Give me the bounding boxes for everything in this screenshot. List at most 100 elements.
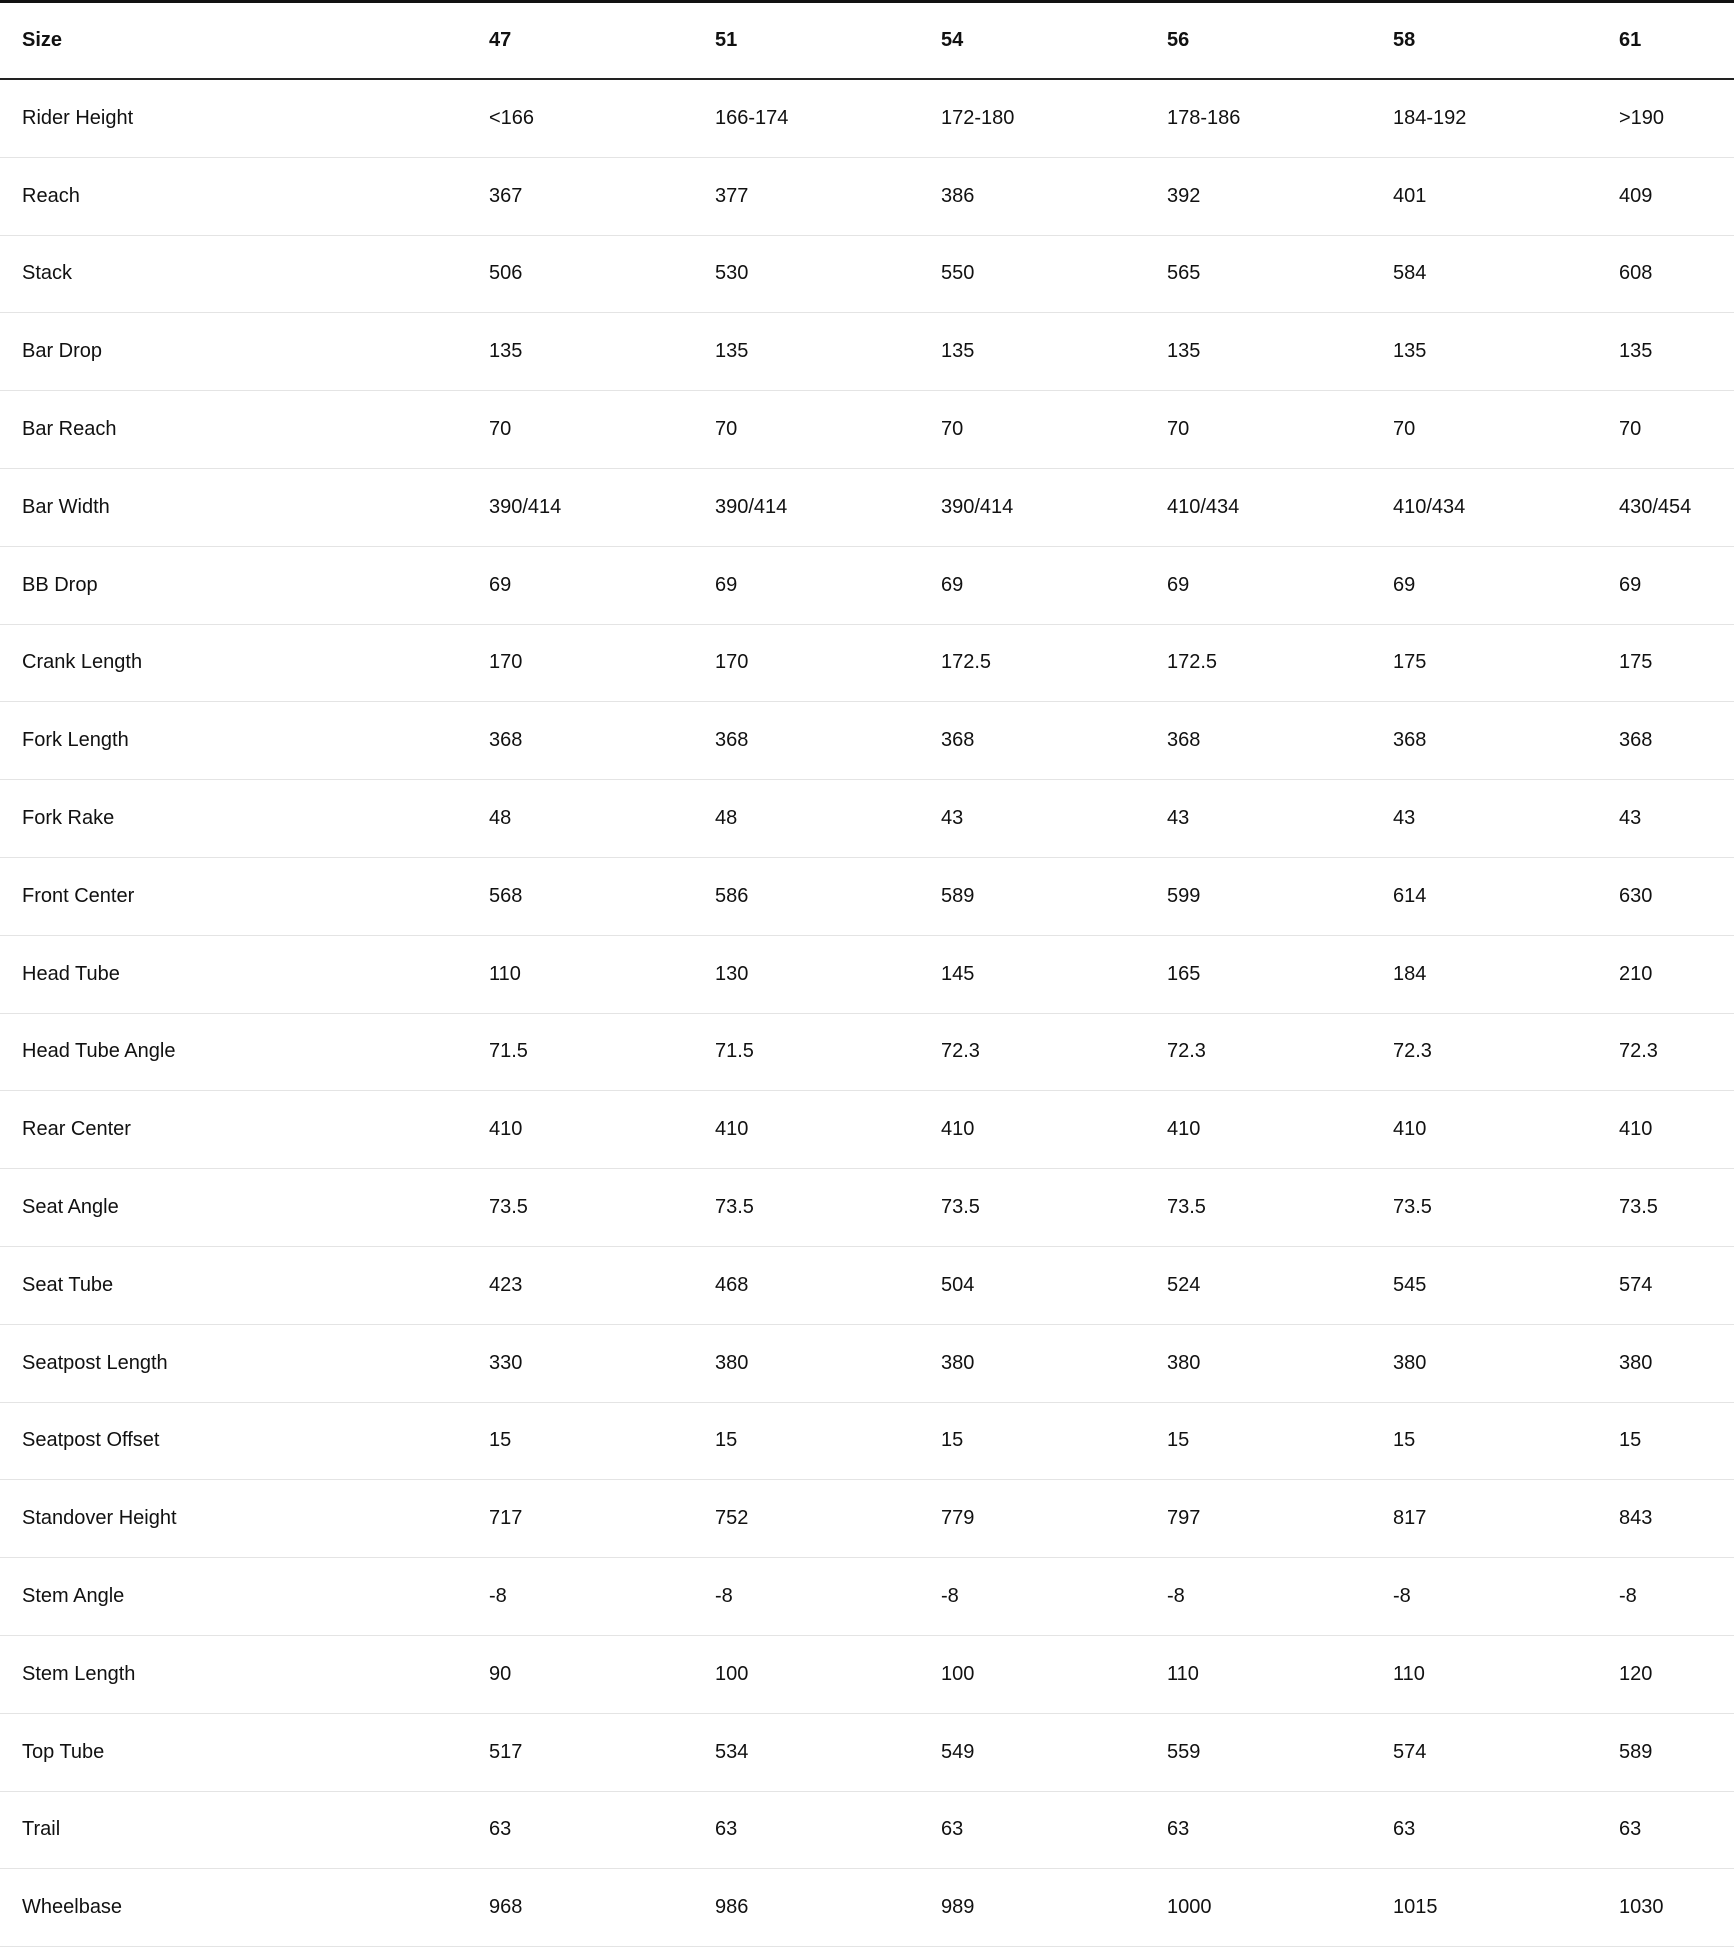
table-cell: 504	[941, 1273, 975, 1296]
row-label: Bar Drop	[22, 340, 103, 363]
table-cell: 390/414	[715, 495, 788, 518]
table-cell: 71.5	[489, 1040, 528, 1063]
table-cell: 15	[1619, 1429, 1642, 1452]
table-cell: 69	[1393, 573, 1416, 596]
row-label: Reach	[22, 184, 80, 207]
table-row: Fork Rake 48 48 43 43 43 43	[0, 780, 1734, 858]
table-row: Standover Height 717 752 779 797 817 843	[0, 1480, 1734, 1559]
table-cell: 568	[489, 884, 523, 907]
table-row: Fork Length 368 368 368 368 368 368	[0, 702, 1734, 781]
table-cell: 15	[1393, 1429, 1416, 1452]
table-row: Bar Reach 70 70 70 70 70 70	[0, 391, 1734, 469]
table-cell: 170	[489, 651, 523, 674]
table-cell: 380	[1167, 1351, 1201, 1374]
table-cell: 135	[1619, 340, 1653, 363]
table-cell: 63	[1619, 1818, 1642, 1841]
table-cell: 752	[715, 1507, 749, 1530]
table-cell: 15	[1167, 1429, 1190, 1452]
table-cell: 410/434	[1167, 495, 1240, 518]
header-size: 54	[941, 29, 964, 51]
table-cell: 43	[1619, 807, 1642, 830]
row-label: Crank Length	[22, 651, 143, 674]
row-label: Seatpost Length	[22, 1351, 168, 1374]
table-cell: 175	[1619, 651, 1653, 674]
header-size: 61	[1619, 29, 1642, 51]
row-label: Seat Angle	[22, 1196, 119, 1219]
table-cell: <166	[489, 106, 535, 129]
table-cell: 69	[489, 573, 512, 596]
table-cell: 63	[489, 1818, 512, 1841]
table-cell: 574	[1393, 1740, 1427, 1763]
table-row: Head Tube 110 130 145 165 184 210	[0, 936, 1734, 1014]
header-size: 58	[1393, 29, 1416, 51]
table-cell: 401	[1393, 184, 1427, 207]
table-cell: 70	[941, 418, 964, 441]
table-cell: 367	[489, 184, 523, 207]
table-cell: 468	[715, 1273, 749, 1296]
table-row: Stack 506 530 550 565 584 608	[0, 236, 1734, 314]
table-cell: 430/454	[1619, 495, 1692, 518]
row-label: BB Drop	[22, 573, 98, 596]
table-cell: 410	[1619, 1118, 1653, 1141]
table-cell: 584	[1393, 262, 1427, 285]
table-cell: 71.5	[715, 1040, 754, 1063]
table-cell: 368	[1167, 729, 1201, 752]
table-cell: 72.3	[1393, 1040, 1432, 1063]
table-cell: 968	[489, 1896, 523, 1919]
row-label: Front Center	[22, 884, 135, 907]
row-label: Top Tube	[22, 1740, 105, 1763]
table-cell: -8	[1167, 1585, 1185, 1608]
row-label: Seatpost Offset	[22, 1429, 160, 1452]
table-cell: 184	[1393, 962, 1427, 985]
table-row: Front Center 568 586 589 599 614 630	[0, 858, 1734, 936]
table-cell: 550	[941, 262, 975, 285]
table-cell: 72.3	[1619, 1040, 1658, 1063]
table-cell: -8	[941, 1585, 959, 1608]
table-cell: 73.5	[941, 1196, 980, 1219]
table-cell: 586	[715, 884, 749, 907]
table-cell: 559	[1167, 1740, 1201, 1763]
row-label: Rear Center	[22, 1118, 131, 1141]
row-label: Bar Width	[22, 495, 110, 518]
table-cell: 100	[941, 1662, 975, 1685]
table-cell: 530	[715, 262, 749, 285]
table-cell: 380	[715, 1351, 749, 1374]
table-cell: 178-186	[1167, 106, 1241, 129]
table-cell: 717	[489, 1507, 523, 1530]
table-cell: 63	[1393, 1818, 1416, 1841]
table-cell: 517	[489, 1740, 523, 1763]
table-cell: 506	[489, 262, 523, 285]
table-cell: 1015	[1393, 1896, 1438, 1919]
table-cell: 410	[941, 1118, 975, 1141]
row-label: Head Tube Angle	[22, 1040, 176, 1063]
table-cell: 1030	[1619, 1896, 1664, 1919]
table-cell: 368	[489, 729, 523, 752]
table-cell: 48	[715, 807, 738, 830]
row-label: Fork Length	[22, 729, 129, 752]
table-cell: 390/414	[941, 495, 1014, 518]
table-cell: 43	[1393, 807, 1416, 830]
table-cell: 1000	[1167, 1896, 1212, 1919]
table-cell: 524	[1167, 1273, 1201, 1296]
table-cell: 72.3	[941, 1040, 980, 1063]
table-cell: 392	[1167, 184, 1201, 207]
table-row: Seat Angle 73.5 73.5 73.5 73.5 73.5 73.5	[0, 1169, 1734, 1247]
table-row: Seatpost Offset 15 15 15 15 15 15	[0, 1403, 1734, 1481]
table-cell: 135	[1393, 340, 1427, 363]
row-label: Bar Reach	[22, 418, 117, 441]
table-row: Rider Height <166 166-174 172-180 178-186 184…	[0, 80, 1734, 158]
table-cell: 145	[941, 962, 975, 985]
table-row: BB Drop 69 69 69 69 69 69	[0, 547, 1734, 625]
table-cell: 409	[1619, 184, 1653, 207]
row-label: Stem Length	[22, 1662, 136, 1685]
table-cell: 565	[1167, 262, 1201, 285]
table-row: Stem Angle -8 -8 -8 -8 -8 -8	[0, 1558, 1734, 1636]
table-cell: 63	[1167, 1818, 1190, 1841]
table-cell: 100	[715, 1662, 749, 1685]
table-cell: 368	[715, 729, 749, 752]
table-cell: 410	[1167, 1118, 1201, 1141]
table-cell: 15	[489, 1429, 512, 1452]
row-label: Wheelbase	[22, 1896, 123, 1919]
table-cell: 120	[1619, 1662, 1653, 1685]
